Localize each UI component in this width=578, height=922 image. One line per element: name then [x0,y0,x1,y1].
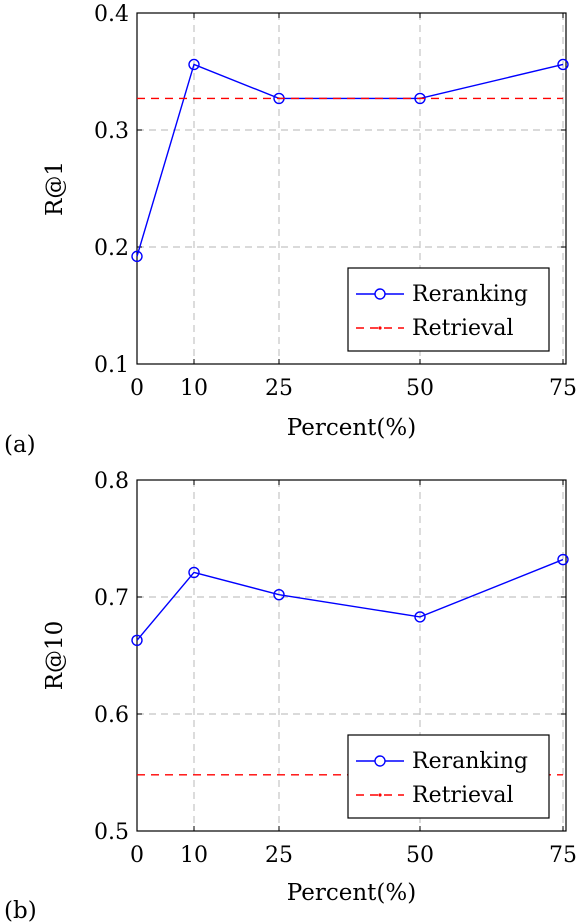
x-tick-label: 25 [265,843,293,868]
panel-label: (a) [4,432,36,458]
legend-swatch-marker [374,288,386,300]
y-tick-label: 0.8 [94,469,129,494]
data-point-reranking [188,58,200,71]
plot-frame [136,12,567,365]
data-point-reranking [188,566,200,579]
x-tick-label: 50 [406,843,434,868]
data-point-reranking [131,250,143,263]
chart-panel-2: 0 10 25 50 75 0.5 0.6 0.7 0.8 Percent(%) R@10 (b) Re… [4,469,577,922]
y-tick-label: 0.5 [94,820,129,845]
data-point-reranking [131,634,143,646]
x-tick-label: 10 [180,843,208,868]
x-axis-label: Percent(%) [287,880,416,906]
legend-label: Reranking [412,749,528,774]
y-tick-label: 0.3 [94,119,129,144]
legend-label: Retrieval [412,783,514,808]
legend: Reranking Retrieval [347,267,550,352]
x-tick-label: 0 [130,376,144,401]
y-tick-label: 0.6 [94,703,129,728]
data-point-reranking [557,58,569,71]
legend-box [347,267,550,352]
legend-box [347,734,550,819]
plot-frame [136,479,567,832]
y-tick-label: 0.7 [94,586,129,611]
x-tick-label: 0 [130,843,144,868]
legend-swatch-marker [378,793,382,797]
legend: Reranking Retrieval [347,734,550,819]
series-line-reranking [136,558,564,641]
data-point-reranking [273,588,285,601]
x-tick-label: 50 [406,376,434,401]
y-tick-label: 0.1 [94,353,129,378]
series-line-reranking [136,63,564,257]
panel-label: (b) [4,898,37,922]
chart-panel-1: 0 10 25 50 75 0.1 0.2 0.3 0.4 Percent(%) R@1 (a) Rer… [4,2,577,458]
y-axis-label: R@10 [42,621,68,691]
x-tick-label: 75 [549,376,577,401]
x-tick-label: 25 [265,376,293,401]
y-axis-label: R@1 [42,161,68,216]
data-point-reranking [557,553,569,566]
legend-swatch-marker [374,755,386,767]
legend-swatch-marker [378,326,382,330]
x-tick-label: 75 [549,843,577,868]
y-tick-label: 0.2 [94,236,129,261]
x-axis-label: Percent(%) [287,415,416,441]
legend-label: Reranking [412,282,528,307]
x-tick-label: 10 [180,376,208,401]
y-tick-label: 0.4 [94,2,129,27]
legend-label: Retrieval [412,316,514,341]
data-point-reranking [414,611,426,623]
